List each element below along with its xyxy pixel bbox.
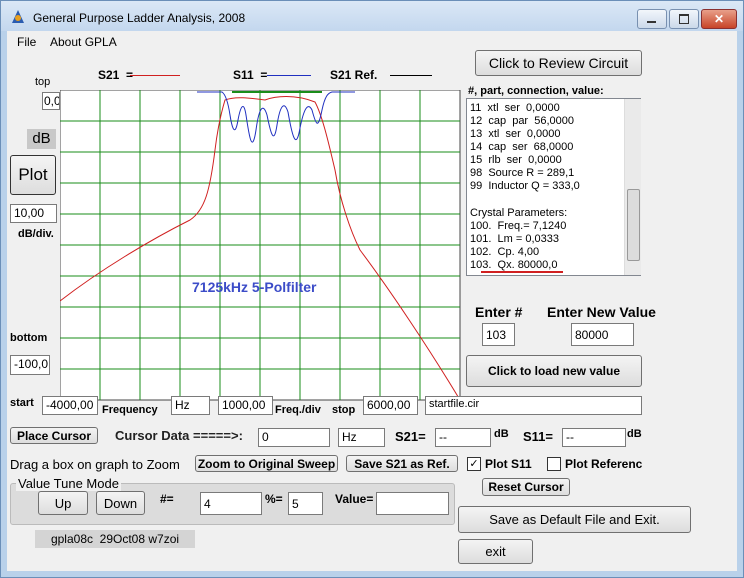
list-item: 15 rlb ser 0,0000 bbox=[470, 154, 562, 166]
legend-line bbox=[130, 75, 180, 76]
legend-s11: S11 = bbox=[233, 68, 268, 82]
list-item: 102. Cp. 4,00 bbox=[470, 246, 540, 258]
plot-s11-label: Plot S11 bbox=[485, 457, 532, 471]
start-label: start bbox=[10, 397, 34, 409]
list-item: 13 xtl ser 0,0000 bbox=[470, 128, 561, 140]
list-item: 99 Inductor Q = 333,0 bbox=[470, 180, 580, 192]
bottom-input[interactable]: -100,0 bbox=[10, 355, 50, 375]
tune-group-title: Value Tune Mode bbox=[16, 476, 121, 491]
plot-button[interactable]: Plot bbox=[10, 155, 56, 195]
step-input[interactable]: 4 bbox=[200, 492, 262, 515]
tune-value-input[interactable] bbox=[376, 492, 449, 515]
save-ref-button[interactable]: Save S21 as Ref. bbox=[346, 455, 458, 472]
down-button[interactable]: Down bbox=[96, 491, 145, 515]
plot-annotation: 7125kHz 5-Polfilter bbox=[192, 279, 317, 295]
frequency-label: Frequency bbox=[102, 404, 158, 416]
exit-button[interactable]: exit bbox=[458, 539, 533, 564]
menu-item[interactable]: File bbox=[17, 35, 37, 49]
version-label: gpla08c 29Oct08 w7zoi bbox=[35, 530, 195, 548]
enter-value-label: Enter New Value bbox=[547, 304, 656, 320]
value-label: Value= bbox=[335, 492, 374, 506]
enter-number-label: Enter # bbox=[475, 304, 523, 320]
plot-reference-label: Plot Referenc bbox=[565, 457, 643, 471]
grid bbox=[60, 90, 460, 400]
close-button[interactable]: ✕ bbox=[701, 9, 737, 29]
list-item: 11 xtl ser 0,0000 bbox=[470, 102, 560, 114]
parts-list[interactable]: 11 xtl ser 0,0000 12 cap par 56,0000 13 xt… bbox=[466, 98, 641, 276]
s21-curve bbox=[60, 96, 461, 401]
step-label: #= bbox=[160, 492, 174, 506]
load-value-button[interactable]: Click to load new value bbox=[466, 355, 642, 387]
db-per-div-input[interactable]: 10,00 bbox=[10, 204, 57, 223]
file-input[interactable]: startfile.cir bbox=[425, 396, 642, 415]
percent-label: %= bbox=[265, 492, 283, 506]
list-item: 103. Qx. 80000,0 bbox=[470, 259, 558, 271]
window-title: General Purpose Ladder Analysis, 2008 bbox=[33, 11, 246, 25]
db-per-div-label: dB/div. bbox=[18, 228, 54, 240]
legend-s21: S21 = bbox=[98, 68, 134, 82]
stop-input[interactable]: 6000,00 bbox=[363, 396, 418, 415]
cursor-frequency[interactable]: 0 bbox=[258, 428, 330, 447]
list-header: #, part, connection, value: bbox=[468, 85, 604, 97]
plot-reference-checkbox[interactable] bbox=[547, 457, 561, 471]
parts-group: 11 xtl ser 0,0000 12 cap par 56,0000 13 xt… bbox=[470, 102, 580, 193]
cursor-data-label: Cursor Data =====>: bbox=[115, 428, 243, 443]
menu-item[interactable]: About GPLA bbox=[50, 35, 117, 49]
top-input[interactable]: 0,0 bbox=[42, 92, 60, 110]
plot-s11-checkbox[interactable]: ✓ bbox=[467, 457, 481, 471]
app-icon bbox=[12, 10, 24, 23]
unit-label: dB bbox=[27, 129, 56, 149]
start-input[interactable]: -4000,00 bbox=[42, 396, 98, 415]
list-item: 12 cap par 56,0000 bbox=[470, 115, 574, 127]
s11-value[interactable]: -- bbox=[562, 428, 626, 447]
cursor-unit[interactable]: Hz bbox=[338, 428, 385, 447]
crystal-group: Crystal Parameters: 100. Freq.= 7,1240 101… bbox=[470, 207, 567, 272]
value-input[interactable]: 80000 bbox=[571, 323, 634, 346]
s21-label: S21= bbox=[395, 429, 426, 444]
list-item: 98 Source R = 289,1 bbox=[470, 167, 575, 179]
s11-curve bbox=[197, 91, 355, 143]
freq-per-div-label: Freq./div bbox=[275, 404, 321, 416]
top-label: top bbox=[35, 76, 51, 88]
s11-label: S11= bbox=[523, 429, 554, 444]
zoom-hint: Drag a box on graph to Zoom bbox=[10, 457, 180, 472]
s11-unit: dB bbox=[627, 428, 642, 440]
legend-line bbox=[267, 75, 311, 76]
legend-line bbox=[390, 75, 432, 76]
save-exit-button[interactable]: Save as Default File and Exit. bbox=[458, 506, 691, 533]
number-input[interactable]: 103 bbox=[482, 323, 515, 346]
list-item: 14 cap ser 68,0000 bbox=[470, 141, 574, 153]
list-heading: Crystal Parameters: bbox=[470, 207, 568, 219]
list-item: 101. Lm = 0,0333 bbox=[470, 233, 559, 245]
stop-label: stop bbox=[332, 404, 356, 416]
reset-cursor-button[interactable]: Reset Cursor bbox=[482, 478, 570, 496]
review-circuit-button[interactable]: Click to Review Circuit bbox=[475, 50, 642, 76]
scrollbar[interactable] bbox=[624, 99, 641, 275]
minimize-button[interactable] bbox=[637, 9, 667, 29]
bottom-label: bottom bbox=[10, 332, 48, 344]
percent-input[interactable]: 5 bbox=[288, 492, 323, 515]
maximize-button[interactable] bbox=[669, 9, 699, 29]
unit-input[interactable]: Hz bbox=[171, 396, 210, 415]
place-cursor-button[interactable]: Place Cursor bbox=[10, 427, 98, 444]
list-item: 100. Freq.= 7,1240 bbox=[470, 220, 567, 232]
s21-unit: dB bbox=[494, 428, 509, 440]
title-bar bbox=[1, 1, 743, 31]
up-button[interactable]: Up bbox=[38, 491, 88, 515]
s21-value[interactable]: -- bbox=[435, 428, 491, 447]
freq-per-div-input[interactable]: 1000,00 bbox=[218, 396, 273, 415]
legend-s21-ref: S21 Ref. bbox=[330, 68, 378, 82]
plot-area[interactable] bbox=[60, 90, 461, 401]
menu-bar: File About GPLA bbox=[7, 31, 737, 51]
highlight-underline bbox=[481, 271, 563, 273]
zoom-button[interactable]: Zoom to Original Sweep bbox=[195, 455, 338, 472]
